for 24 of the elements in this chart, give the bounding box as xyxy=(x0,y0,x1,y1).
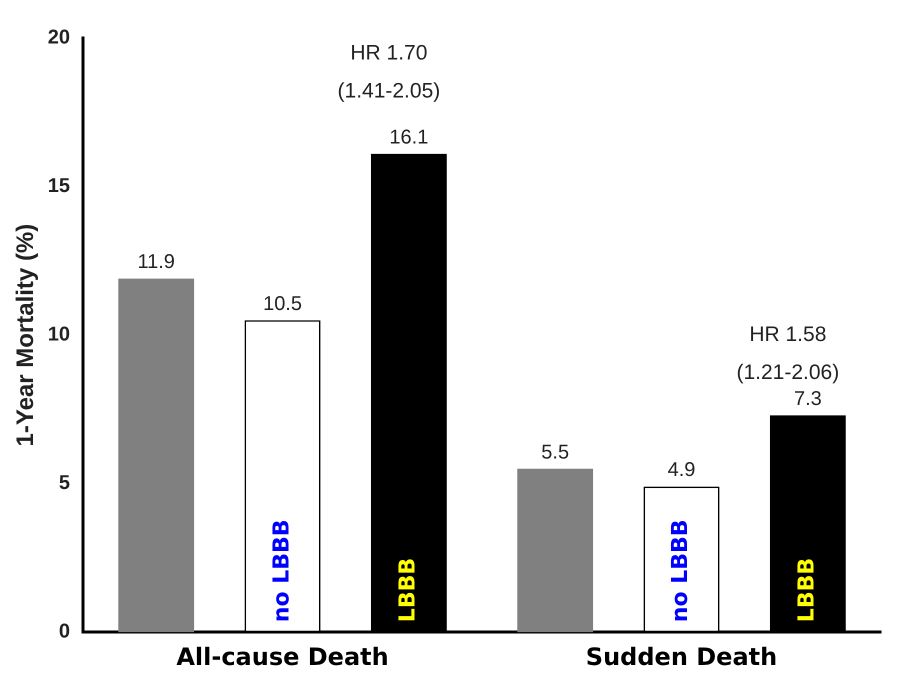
text: LBBB xyxy=(794,558,820,622)
x-tick-label: Sudden Death xyxy=(586,642,778,671)
data-label: 10.5 xyxy=(263,292,302,315)
y-axis-title: 1-Year Mortality (%) xyxy=(12,224,40,446)
data-label: 4.9 xyxy=(668,459,696,482)
data-label: 16.1 xyxy=(389,126,428,148)
series-label: no LBBB xyxy=(269,519,294,622)
bar xyxy=(517,468,594,632)
annotation: (1.21-2.06) xyxy=(736,361,840,384)
annotation: HR 1.58 xyxy=(749,323,826,346)
series-label: LBBB xyxy=(396,558,421,622)
y-tick-label: 20 xyxy=(48,26,70,49)
annotation: HR 1.70 xyxy=(350,42,428,65)
y-tick-label: 5 xyxy=(58,472,70,494)
annotation: (1.41-2.05) xyxy=(338,80,440,103)
x-tick-label: All-cause Death xyxy=(176,642,389,671)
y-tick-label: 10 xyxy=(48,324,70,346)
y-tick-label: 15 xyxy=(48,175,70,198)
data-label: 7.3 xyxy=(794,388,822,410)
y-tick-label: 0 xyxy=(58,620,70,643)
data-label: 5.5 xyxy=(541,441,570,464)
text: no LBBB xyxy=(668,519,694,622)
data-label: 11.9 xyxy=(137,251,175,274)
bar xyxy=(118,278,194,632)
